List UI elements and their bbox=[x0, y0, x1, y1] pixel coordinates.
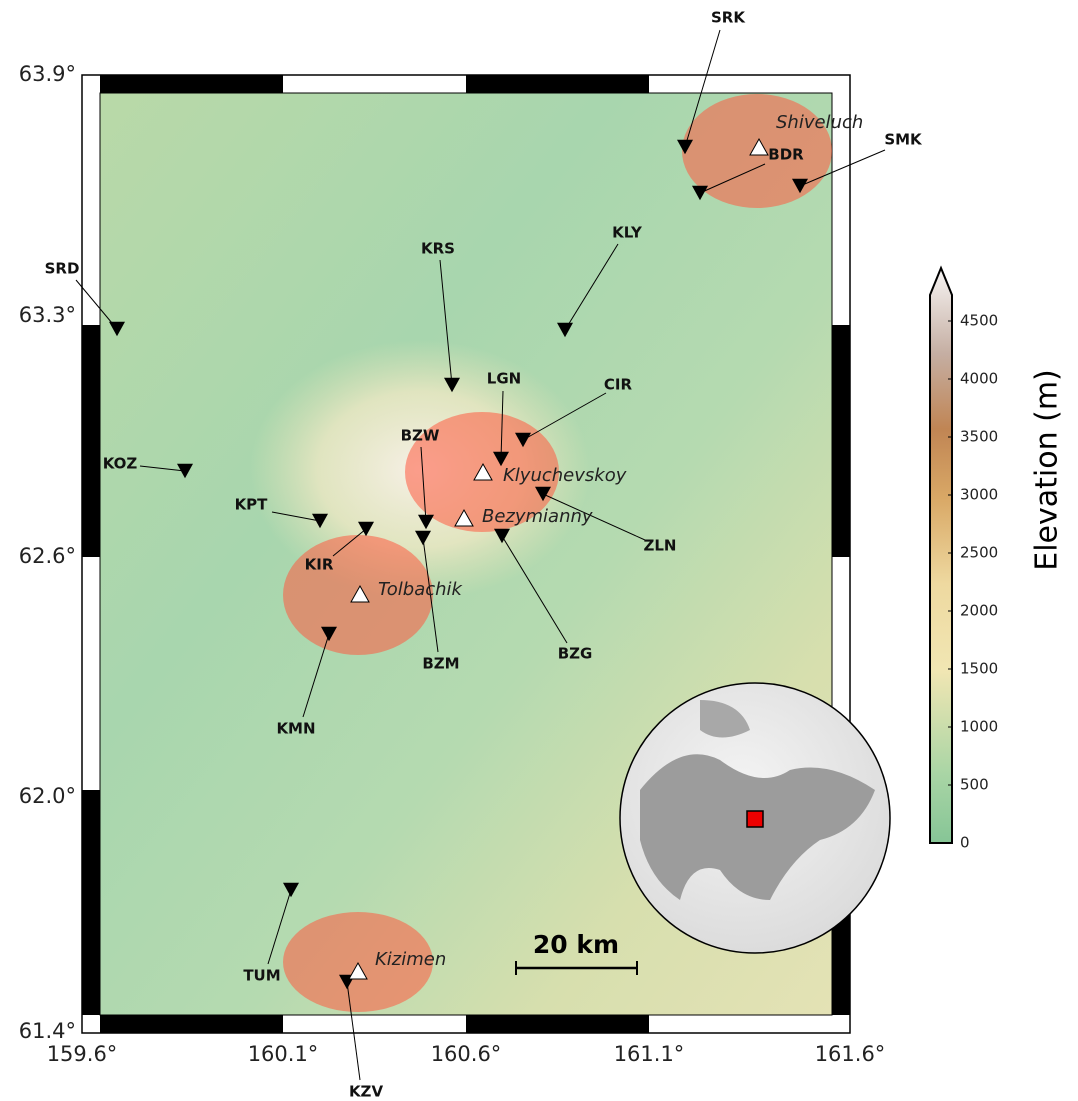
volcano-label: Shiveluch bbox=[776, 112, 863, 133]
globe-inset bbox=[620, 683, 890, 953]
lon-tick-label: 161.1° bbox=[614, 1042, 685, 1066]
lat-tick-label: 62.0° bbox=[19, 784, 76, 808]
volcano-label: Bezymianny bbox=[482, 506, 593, 527]
station-label: BZW bbox=[401, 427, 440, 445]
lat-tick-label: 61.4° bbox=[19, 1019, 76, 1043]
station-label: KIR bbox=[305, 556, 334, 574]
colorbar-tick-label: 500 bbox=[960, 776, 989, 794]
station-label: CIR bbox=[604, 376, 633, 394]
station-label: KZV bbox=[349, 1083, 384, 1101]
lon-tick-label: 160.1° bbox=[248, 1042, 319, 1066]
volcano-label: Tolbachik bbox=[378, 579, 464, 600]
lat-tick-label: 62.6° bbox=[19, 544, 76, 568]
colorbar-tick-label: 2000 bbox=[960, 602, 998, 620]
station-label: KRS bbox=[421, 240, 455, 258]
colorbar-tick-label: 1000 bbox=[960, 718, 998, 736]
colorbar bbox=[930, 268, 952, 843]
station-label: SRK bbox=[711, 9, 746, 27]
colorbar-tick-label: 0 bbox=[960, 834, 970, 852]
volcano-label: Klyuchevskoy bbox=[503, 465, 627, 486]
station-label: TUM bbox=[243, 967, 280, 985]
colorbar-tick-label: 3000 bbox=[960, 486, 998, 504]
station-label: SRD bbox=[45, 260, 80, 278]
station-label: SMK bbox=[884, 131, 923, 149]
colorbar-tick-label: 3500 bbox=[960, 428, 998, 446]
station-label: BZM bbox=[422, 655, 459, 673]
lat-tick-label: 63.9° bbox=[19, 62, 76, 86]
station-label: KLY bbox=[612, 224, 643, 242]
station-label: KMN bbox=[276, 720, 315, 738]
colorbar-tick-label: 1500 bbox=[960, 660, 998, 678]
colorbar-tick-label: 4000 bbox=[960, 370, 998, 388]
station-label: KPT bbox=[235, 496, 269, 514]
colorbar-tick-label: 2500 bbox=[960, 544, 998, 562]
volcano-label: Kizimen bbox=[375, 949, 446, 970]
colorbar-tick-label: 4500 bbox=[960, 312, 998, 330]
lat-tick-label: 63.3° bbox=[19, 303, 76, 327]
lon-tick-label: 159.6° bbox=[47, 1042, 118, 1066]
station-label: ZLN bbox=[644, 537, 677, 555]
scale-label: 20 km bbox=[533, 930, 619, 959]
lon-tick-label: 161.6° bbox=[815, 1042, 886, 1066]
lon-tick-label: 160.6° bbox=[431, 1042, 502, 1066]
colorbar-label: Elevation (m) bbox=[1030, 369, 1065, 571]
station-label: BZG bbox=[558, 645, 593, 663]
scale-bar: 20 km bbox=[516, 930, 637, 975]
station-label: KOZ bbox=[103, 455, 138, 473]
station-label: LGN bbox=[487, 370, 521, 388]
station-label: BDR bbox=[768, 146, 804, 164]
map-figure: 20 km 63.9° 63.3° 62.6° 62.0° 61.4°159.6° 160… bbox=[0, 0, 1078, 1101]
